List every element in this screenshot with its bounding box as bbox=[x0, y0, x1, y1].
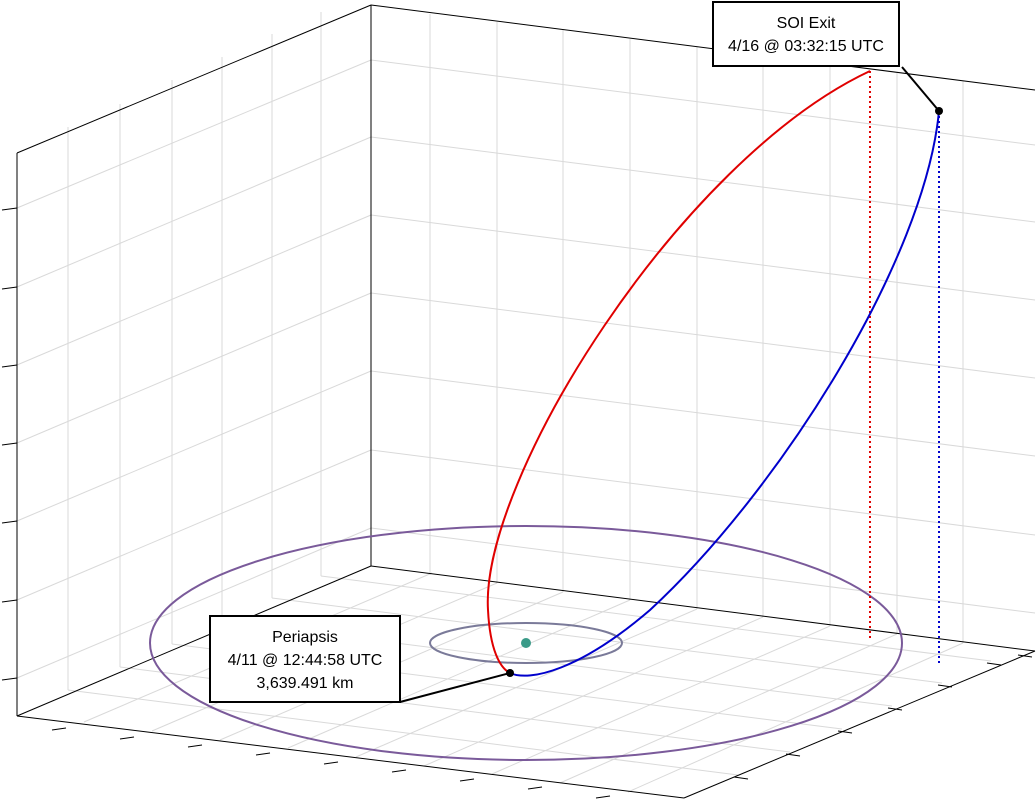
periapsis-marker bbox=[506, 669, 514, 677]
y-axis-ticks bbox=[733, 654, 1033, 780]
outbound-arc-red bbox=[486, 70, 871, 674]
periapsis-leader bbox=[399, 672, 511, 703]
return-arc-blue bbox=[509, 110, 940, 677]
right-wall-grid bbox=[370, 14, 1036, 643]
soi-exit-leader bbox=[901, 66, 940, 112]
soi-exit-title: SOI Exit bbox=[776, 15, 836, 32]
left-wall-grid bbox=[16, 12, 372, 690]
soi-exit-marker bbox=[935, 107, 943, 115]
central-body-marker bbox=[521, 638, 531, 648]
soi-exit-callout: SOI Exit 4/16 @ 03:32:15 UTC bbox=[712, 1, 900, 67]
periapsis-time: 4/11 @ 12:44:58 UTC bbox=[227, 652, 383, 669]
axes-frame bbox=[16, 4, 1036, 799]
periapsis-callout: Periapsis 4/11 @ 12:44:58 UTC 3,639.491 … bbox=[209, 615, 401, 703]
periapsis-altitude: 3,639.491 km bbox=[256, 675, 354, 692]
x-axis-ticks bbox=[51, 727, 611, 799]
z-axis-ticks bbox=[1, 207, 18, 681]
body-orbit bbox=[429, 622, 623, 664]
soi-exit-time: 4/16 @ 03:32:15 UTC bbox=[728, 38, 884, 55]
soi-boundary-orbit bbox=[149, 525, 903, 761]
periapsis-title: Periapsis bbox=[272, 629, 338, 646]
